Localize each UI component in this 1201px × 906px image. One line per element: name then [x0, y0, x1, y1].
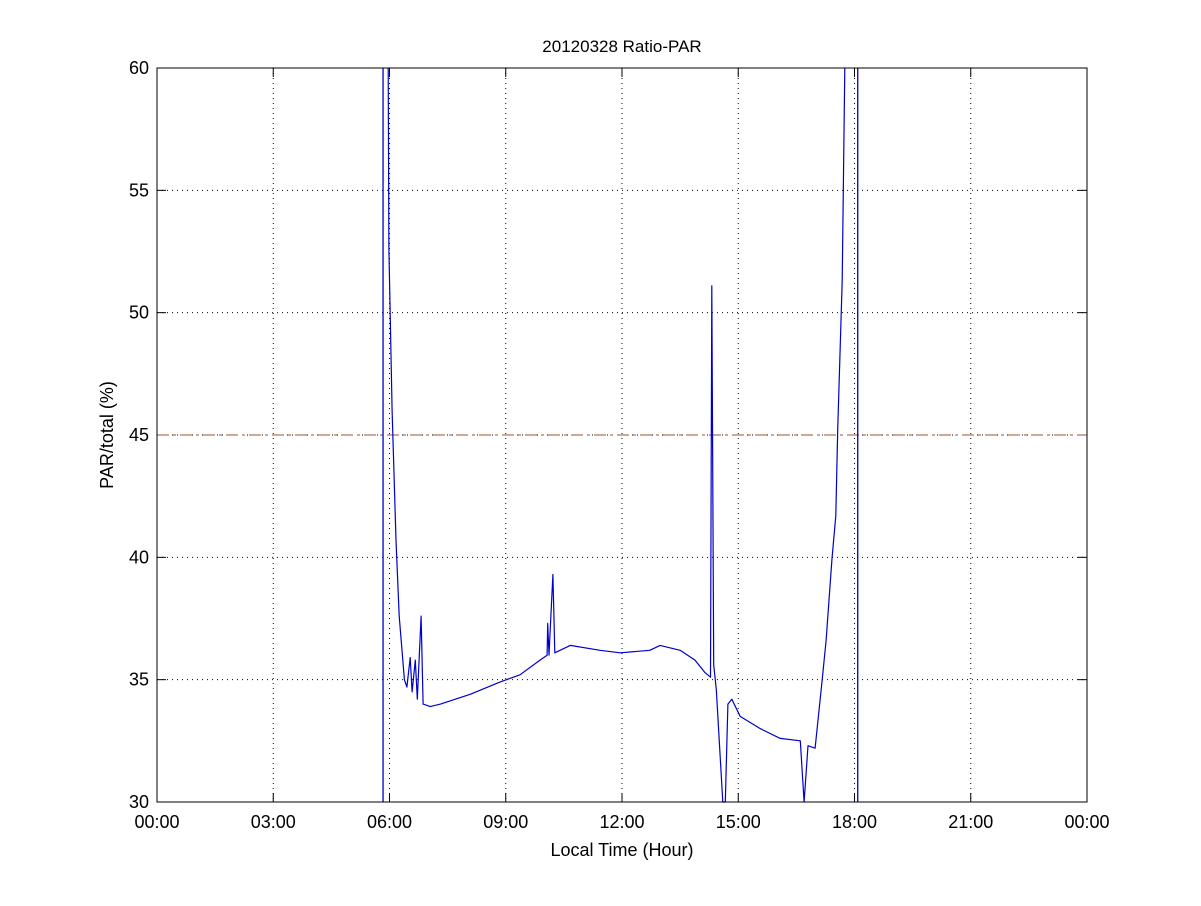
x-tick-label: 00:00	[1064, 812, 1109, 832]
axis-ticks: 00:00 03:00 06:00 09:00 12:00 15:00 18:00 21:00…	[129, 58, 1110, 832]
x-tick-label: 00:00	[134, 812, 179, 832]
x-tick-label: 15:00	[716, 812, 761, 832]
y-axis-label: PAR/total (%)	[97, 381, 117, 489]
x-tick-label: 09:00	[483, 812, 528, 832]
x-axis-label: Local Time (Hour)	[550, 840, 693, 860]
x-tick-label: 18:00	[832, 812, 877, 832]
ratio-series-line	[387, 67, 846, 803]
chart-title: 20120328 Ratio-PAR	[542, 37, 701, 56]
y-tick-label: 60	[129, 58, 149, 78]
y-tick-label: 50	[129, 303, 149, 323]
x-tick-label: 21:00	[948, 812, 993, 832]
y-tick-label: 55	[129, 180, 149, 200]
plot-marks	[157, 67, 1087, 803]
y-tick-label: 40	[129, 547, 149, 567]
x-tick-label: 06:00	[367, 812, 412, 832]
y-tick-label: 30	[129, 792, 149, 812]
x-tick-label: 03:00	[251, 812, 296, 832]
y-tick-label: 35	[129, 670, 149, 690]
plot-frame	[156, 67, 1088, 803]
y-tick-label: 45	[129, 425, 149, 445]
x-tick-label: 12:00	[599, 812, 644, 832]
